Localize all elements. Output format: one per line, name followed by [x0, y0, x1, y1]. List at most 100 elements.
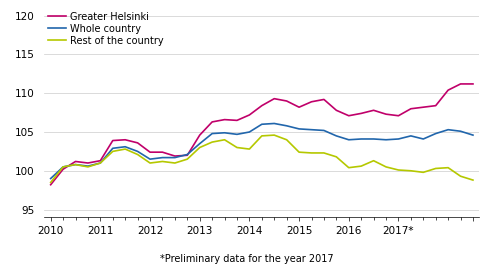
- Greater Helsinki: [271, 97, 277, 100]
- Whole country: [73, 163, 79, 166]
- Whole country: [346, 138, 352, 141]
- Whole country: [284, 124, 289, 127]
- Greater Helsinki: [110, 139, 116, 142]
- Rest of the country: [420, 171, 426, 174]
- Whole country: [408, 134, 414, 138]
- Rest of the country: [284, 138, 289, 141]
- Rest of the country: [346, 166, 352, 169]
- Whole country: [383, 138, 389, 141]
- Whole country: [135, 150, 141, 153]
- Rest of the country: [457, 175, 463, 178]
- Greater Helsinki: [358, 112, 364, 115]
- Rest of the country: [271, 134, 277, 137]
- Rest of the country: [309, 151, 315, 154]
- Rest of the country: [184, 158, 190, 161]
- Whole country: [433, 132, 439, 135]
- Greater Helsinki: [420, 106, 426, 109]
- Rest of the country: [383, 165, 389, 169]
- Greater Helsinki: [284, 99, 289, 103]
- Whole country: [85, 165, 91, 168]
- Rest of the country: [147, 161, 153, 165]
- Rest of the country: [135, 153, 141, 156]
- Greater Helsinki: [85, 161, 91, 165]
- Rest of the country: [122, 148, 128, 151]
- Greater Helsinki: [396, 114, 402, 117]
- Whole country: [222, 131, 228, 134]
- Whole country: [259, 123, 265, 126]
- Rest of the country: [408, 169, 414, 172]
- Whole country: [234, 133, 240, 136]
- Rest of the country: [259, 134, 265, 138]
- Rest of the country: [222, 138, 228, 141]
- Whole country: [370, 137, 376, 140]
- Greater Helsinki: [433, 104, 439, 107]
- Greater Helsinki: [333, 109, 339, 112]
- Greater Helsinki: [296, 106, 302, 109]
- Rest of the country: [247, 148, 252, 151]
- Greater Helsinki: [259, 104, 265, 107]
- Greater Helsinki: [48, 183, 54, 186]
- Rest of the country: [85, 165, 91, 169]
- Rest of the country: [160, 160, 165, 163]
- Whole country: [160, 156, 165, 159]
- Greater Helsinki: [222, 118, 228, 121]
- Line: Whole country: Whole country: [51, 123, 473, 179]
- Greater Helsinki: [60, 168, 66, 171]
- Greater Helsinki: [370, 109, 376, 112]
- Rest of the country: [60, 165, 66, 169]
- Rest of the country: [358, 165, 364, 168]
- Legend: Greater Helsinki, Whole country, Rest of the country: Greater Helsinki, Whole country, Rest of…: [47, 11, 165, 47]
- Text: *Preliminary data for the year 2017: *Preliminary data for the year 2017: [160, 254, 334, 264]
- Rest of the country: [48, 181, 54, 184]
- Greater Helsinki: [383, 113, 389, 116]
- Whole country: [122, 145, 128, 148]
- Whole country: [209, 132, 215, 135]
- Greater Helsinki: [160, 151, 165, 154]
- Whole country: [333, 134, 339, 138]
- Greater Helsinki: [197, 134, 203, 137]
- Rest of the country: [321, 151, 327, 154]
- Whole country: [197, 142, 203, 145]
- Greater Helsinki: [408, 107, 414, 110]
- Rest of the country: [296, 151, 302, 154]
- Whole country: [470, 134, 476, 137]
- Greater Helsinki: [209, 120, 215, 123]
- Rest of the country: [396, 169, 402, 172]
- Rest of the country: [470, 179, 476, 182]
- Greater Helsinki: [457, 82, 463, 86]
- Rest of the country: [97, 161, 103, 165]
- Greater Helsinki: [470, 82, 476, 86]
- Rest of the country: [73, 163, 79, 166]
- Whole country: [97, 161, 103, 165]
- Whole country: [184, 153, 190, 156]
- Rest of the country: [209, 140, 215, 144]
- Greater Helsinki: [147, 151, 153, 154]
- Whole country: [48, 177, 54, 180]
- Rest of the country: [370, 159, 376, 162]
- Whole country: [271, 122, 277, 125]
- Greater Helsinki: [247, 113, 252, 117]
- Whole country: [396, 137, 402, 140]
- Whole country: [445, 128, 451, 131]
- Rest of the country: [445, 166, 451, 169]
- Whole country: [147, 158, 153, 161]
- Rest of the country: [234, 146, 240, 149]
- Greater Helsinki: [122, 138, 128, 141]
- Greater Helsinki: [184, 154, 190, 157]
- Rest of the country: [433, 167, 439, 170]
- Whole country: [309, 128, 315, 131]
- Whole country: [110, 147, 116, 150]
- Greater Helsinki: [97, 159, 103, 162]
- Whole country: [296, 127, 302, 130]
- Greater Helsinki: [346, 114, 352, 117]
- Whole country: [457, 130, 463, 133]
- Greater Helsinki: [445, 89, 451, 92]
- Greater Helsinki: [135, 141, 141, 144]
- Whole country: [321, 129, 327, 132]
- Line: Greater Helsinki: Greater Helsinki: [51, 84, 473, 185]
- Greater Helsinki: [309, 100, 315, 103]
- Whole country: [60, 165, 66, 169]
- Line: Rest of the country: Rest of the country: [51, 135, 473, 182]
- Greater Helsinki: [172, 154, 178, 158]
- Whole country: [420, 137, 426, 140]
